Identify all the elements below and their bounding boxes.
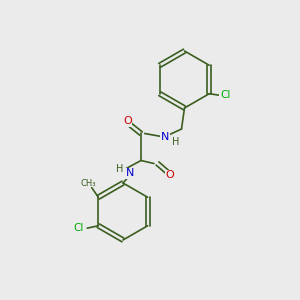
Text: O: O	[123, 116, 132, 127]
Text: H: H	[172, 137, 179, 147]
Text: H: H	[116, 164, 124, 175]
Text: CH₃: CH₃	[80, 179, 96, 188]
Text: N: N	[161, 131, 169, 142]
Text: Cl: Cl	[220, 90, 230, 100]
Text: Cl: Cl	[74, 223, 84, 233]
Text: O: O	[165, 170, 174, 181]
Text: N: N	[126, 168, 134, 178]
